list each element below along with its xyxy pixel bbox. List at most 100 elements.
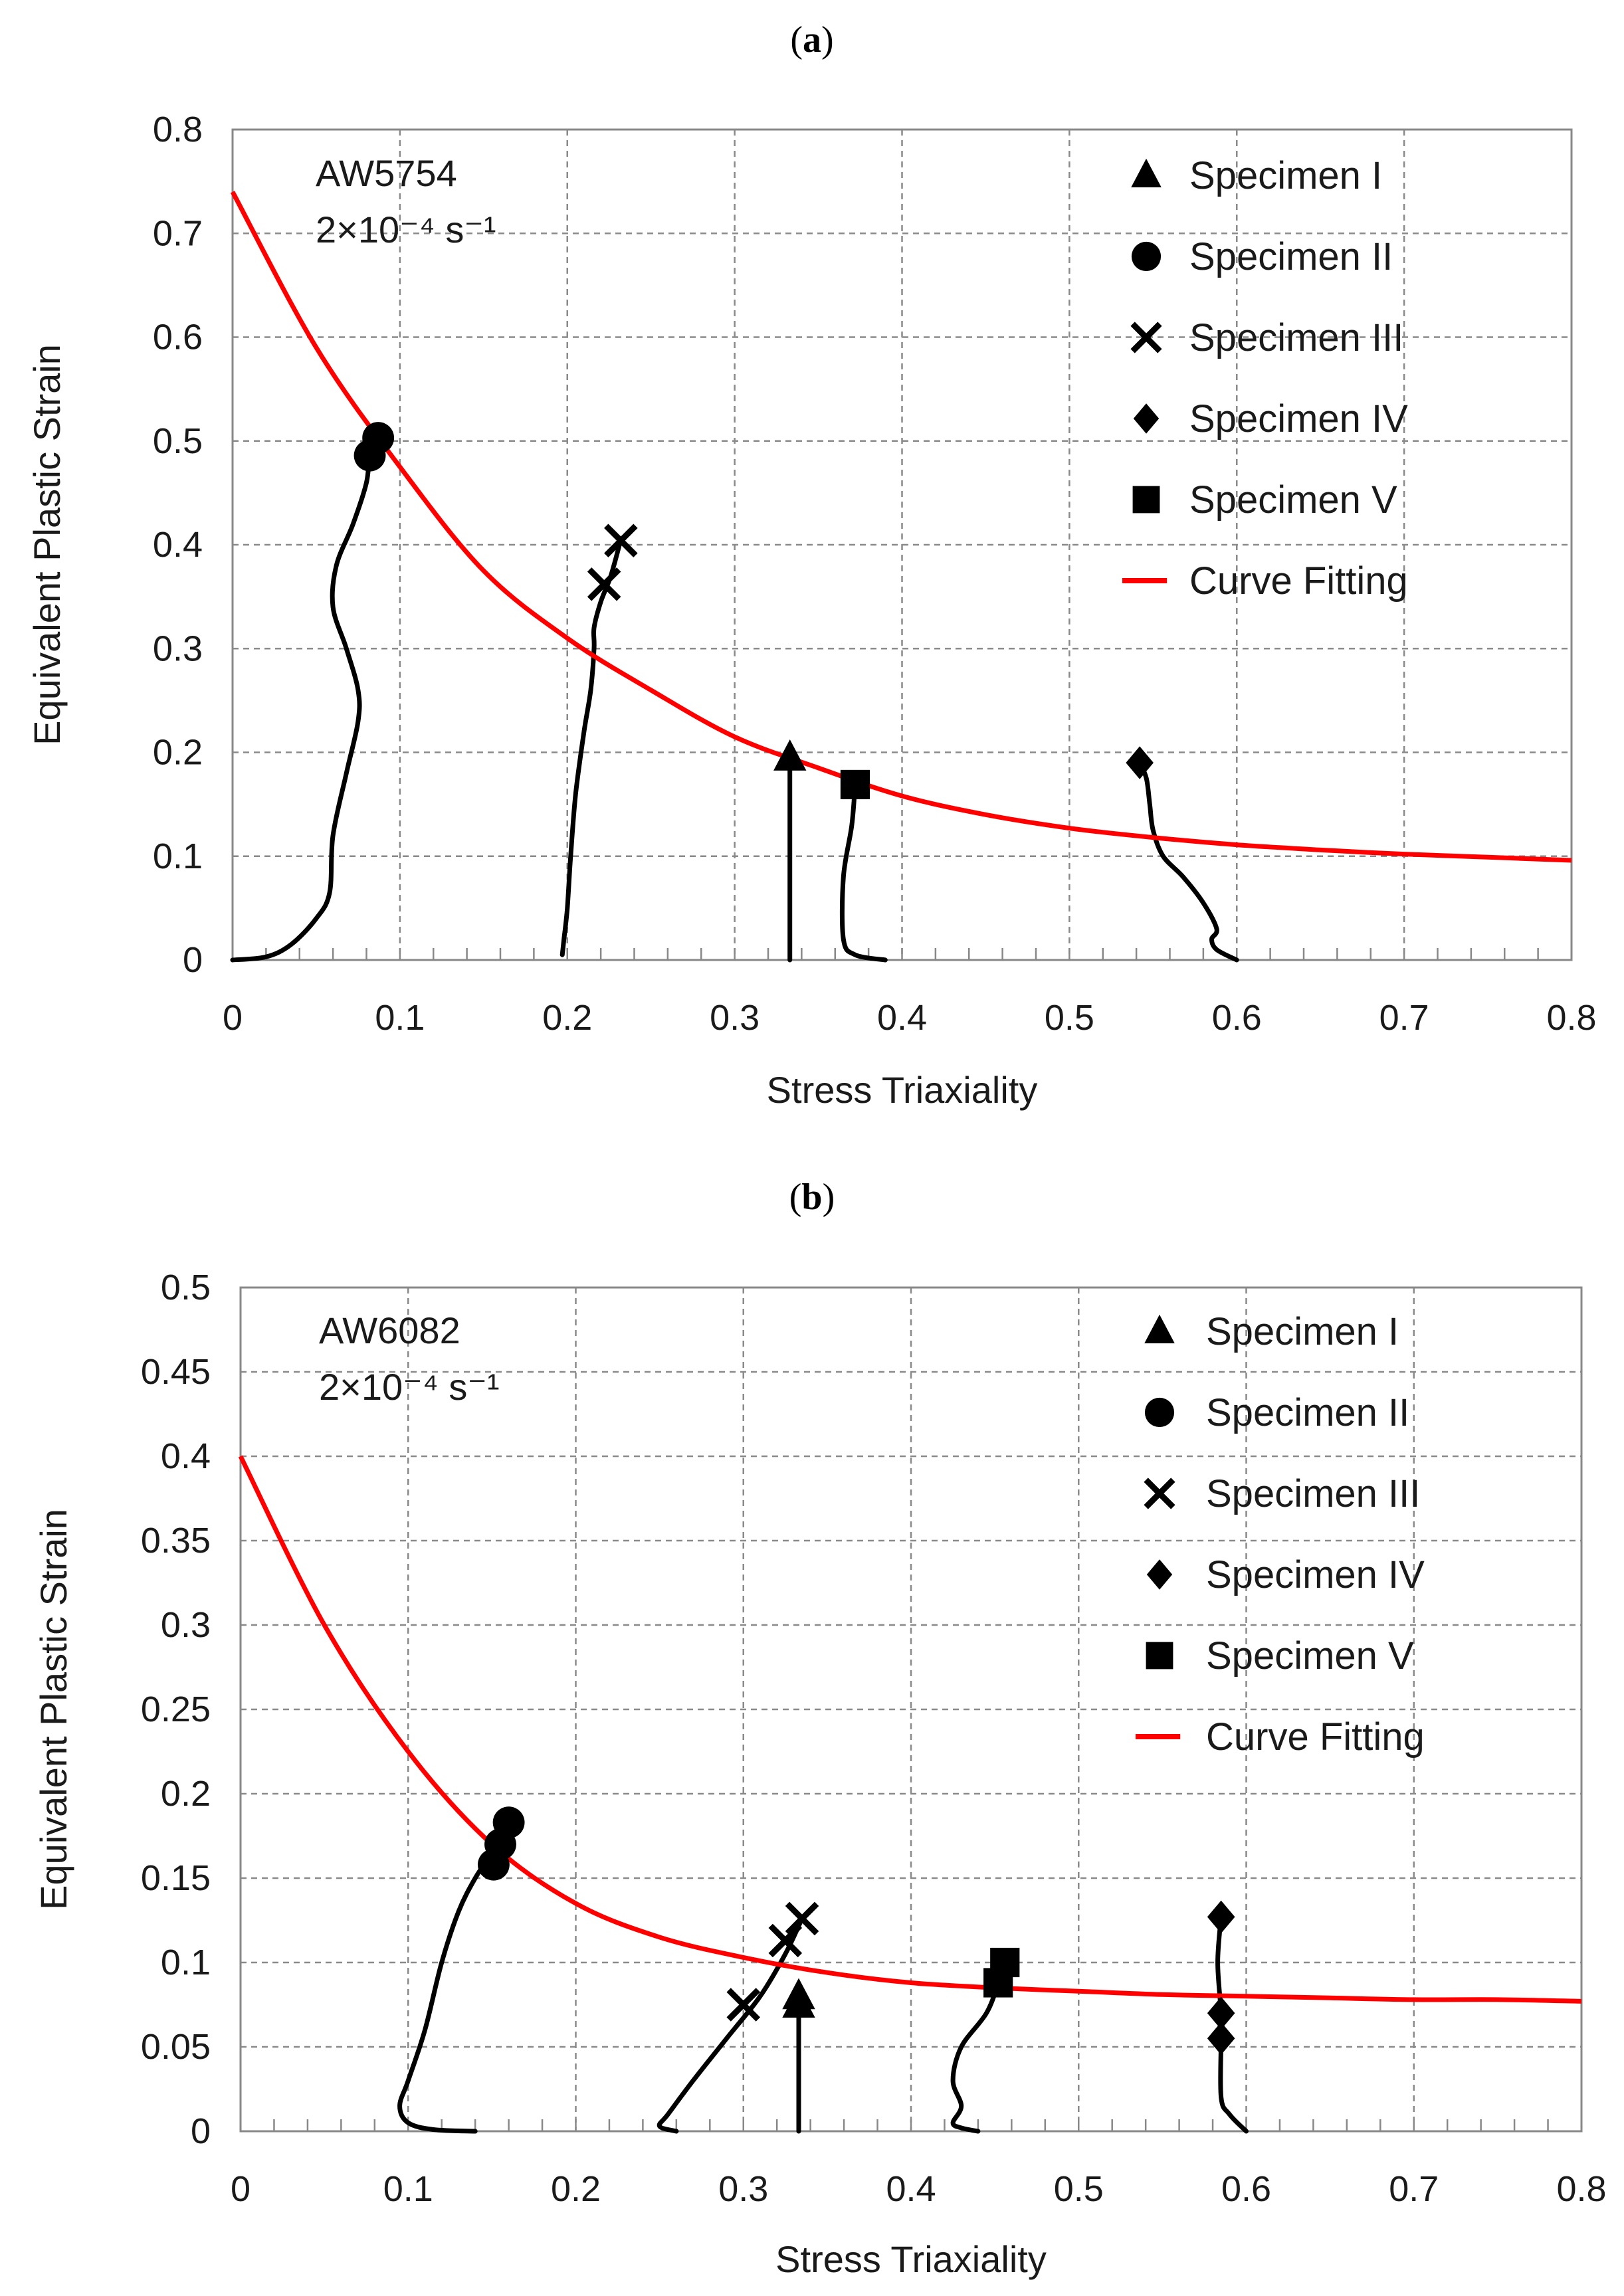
legend-label: Specimen IV [1189,397,1408,440]
legend-marker [1144,1478,1175,1509]
legend-label: Specimen II [1189,235,1393,278]
y-tick-label: 0.3 [153,628,203,668]
chart-panel-b: (b) 0 0.1 0.2 0.3 0.4 0.5 0.6 0.7 0.8 0 0.05 0.1 0.1… [33,1177,1607,2280]
y-tick-label: 0.8 [153,110,203,149]
x-tick-label: 0.3 [718,2169,768,2209]
failure-marker [1207,1900,1235,1934]
x-tick-label: 0.1 [383,2169,433,2209]
failure-marker [1207,2022,1235,2055]
failure-marker [587,567,621,601]
x-tick-label: 0.5 [1045,998,1094,1038]
x-tick-label: 0.5 [1054,2169,1104,2209]
legend-label: Specimen II [1206,1391,1409,1434]
y-tick-label: 0 [183,940,203,980]
legend-a: Specimen I Specimen II Specimen III Specime… [1122,154,1408,603]
y-tick-label: 0.1 [153,836,203,876]
specimen-paths-a [230,433,1239,963]
y-tick-label: 0.5 [153,421,203,461]
x-tick-label: 0.2 [542,998,592,1038]
failure-marker [492,1806,525,1839]
x-tick-label: 0.7 [1379,998,1429,1038]
failure-marker [362,422,395,454]
y-tick-label: 0.5 [161,1268,211,1307]
material-annotation-a: AW5754 [316,152,457,194]
x-tick-label: 0.7 [1389,2169,1439,2209]
y-axis-title-b: Equivalent Plastic Strain [33,1509,74,1910]
material-annotation-b: AW6082 [319,1309,460,1351]
failure-marker [782,1986,815,2018]
y-tick-label: 0.6 [153,318,203,357]
y-tick-label: 0.25 [141,1689,211,1729]
gridlines-a [233,130,1572,960]
failure-marker [990,1947,1020,1978]
x-tick-label: 0.8 [1556,2169,1606,2209]
x-tick-label: 0.8 [1546,998,1596,1038]
specimen-path [559,537,623,957]
x-tick-label: 0 [223,998,243,1038]
x-tick-label: 0.3 [710,998,760,1038]
legend-marker [1133,403,1160,434]
legend-label: Specimen III [1189,316,1403,359]
curve-fitting-b [238,1455,1582,2004]
axis-ticks-a: 0 0.1 0.2 0.3 0.4 0.5 0.6 0.7 0.8 0 0.1 0.2 0.3 0.4 0.… [153,110,1597,1038]
legend-label: Curve Fitting [1206,1715,1425,1759]
legend-label: Specimen III [1206,1472,1420,1515]
x-tick-label: 0.6 [1212,998,1262,1038]
y-tick-label: 0.45 [141,1352,211,1392]
y-tick-label: 0.05 [141,2027,211,2067]
x-axis-title-b: Stress Triaxiality [775,2238,1047,2280]
specimen-path [230,433,377,963]
y-tick-label: 0.35 [141,1521,211,1561]
y-tick-label: 0.4 [161,1436,211,1476]
legend-label: Specimen IV [1206,1553,1425,1596]
legend-marker [1131,158,1162,187]
legend-label: Specimen V [1206,1634,1414,1677]
legend-marker [1131,241,1162,272]
panel-label-a: (a) [790,19,833,60]
x-axis-title-a: Stress Triaxiality [767,1069,1038,1111]
specimen-path [839,781,888,963]
x-tick-label: 0.4 [877,998,927,1038]
failure-markers-a [354,422,1154,800]
x-tick-label: 0.6 [1221,2169,1271,2209]
y-axis-title-a: Equivalent Plastic Strain [26,344,68,745]
failure-marker [604,524,638,558]
failure-markers-b [477,1806,1235,2055]
legend-marker [1144,1397,1175,1428]
specimen-path [657,1916,805,2134]
strain-rate-annotation-a: 2×10⁻⁴ s⁻¹ [316,209,496,250]
legend-marker [1146,1559,1173,1590]
strain-rate-annotation-b: 2×10⁻⁴ s⁻¹ [319,1366,500,1408]
y-tick-label: 0.3 [161,1605,211,1645]
failure-marker [768,1923,803,1958]
specimen-path [1137,760,1239,963]
y-tick-label: 0.1 [161,1943,211,1982]
legend-label: Specimen V [1189,478,1397,522]
panel-label-b: (b) [789,1177,835,1218]
legend-marker [1130,322,1162,353]
failure-marker [1126,746,1154,779]
failure-marker [785,1901,819,1936]
legend-marker [1132,486,1160,514]
failure-marker [840,769,870,800]
y-tick-label: 0.4 [153,525,203,565]
failure-marker [773,739,807,771]
y-tick-label: 0.2 [153,733,203,773]
failure-marker [1207,1996,1235,2030]
legend-label: Specimen I [1206,1310,1399,1353]
y-tick-label: 0.15 [141,1858,211,1898]
x-tick-label: 0.1 [375,998,425,1038]
chart-panel-a: (a) 0 0.1 0.2 0.3 0.4 0.5 0.6 0.7 0.800.10.20.30… [26,19,1597,1111]
legend-marker [1144,1314,1175,1343]
legend-label: Specimen I [1189,154,1382,197]
y-tick-label: 0 [191,2111,211,2151]
axis-ticks-b: 0 0.1 0.2 0.3 0.4 0.5 0.6 0.7 0.8 0 0.05 0.1 0.15 0.2… [141,1268,1607,2209]
y-tick-label: 0.2 [161,1774,211,1814]
gridlines-b [241,1288,1581,2131]
legend-label: Curve Fitting [1189,559,1408,603]
specimen-paths-b [397,1820,1249,2134]
specimen-path [397,1820,512,2134]
y-tick-label: 0.7 [153,213,203,253]
